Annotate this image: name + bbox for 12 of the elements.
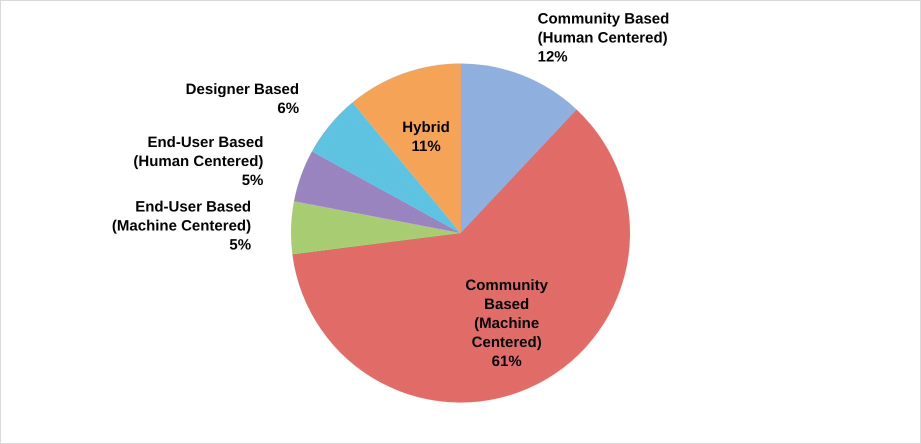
- data-label: 6%: [277, 100, 300, 118]
- data-label: 61%: [492, 352, 522, 370]
- data-label: 5%: [229, 236, 252, 254]
- slice-label: Community Based (Machine Centered): [465, 276, 549, 351]
- slice-label: Community Based (Human Centered): [538, 10, 670, 46]
- data-label: 12%: [538, 48, 568, 66]
- slice-label: End-User Based (Human Centered): [133, 134, 264, 170]
- slice-label: Designer Based: [186, 81, 300, 98]
- slice-label: Hybrid: [402, 118, 450, 136]
- data-label: 5%: [242, 172, 264, 190]
- data-label: 11%: [411, 138, 441, 155]
- slice-label: End-User Based (Machine Centered): [112, 198, 252, 235]
